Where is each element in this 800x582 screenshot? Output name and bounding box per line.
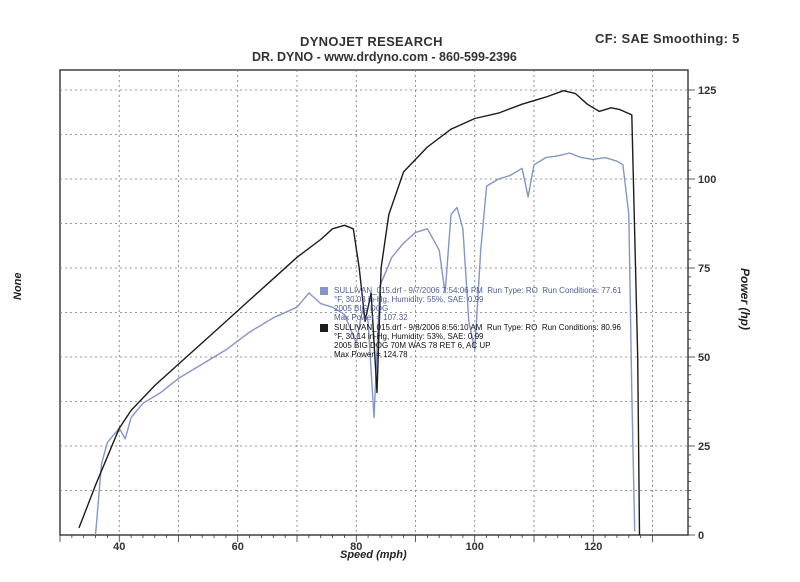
x-tick-label: 80: [350, 541, 362, 553]
chart-title: DYNOJET RESEARCH: [300, 34, 443, 49]
series-line-2: [94, 152, 636, 536]
y-tick-label: 75: [698, 263, 710, 275]
x-tick-label: 120: [584, 541, 602, 553]
x-tick-label: 40: [113, 541, 125, 553]
y-tick-label: 100: [698, 174, 716, 186]
x-tick-label: 100: [466, 541, 484, 553]
legend-line: °F, 30.03 in-Hg, Humidity: 55%, SAE: 0.9…: [334, 295, 484, 304]
correction-settings: CF: SAE Smoothing: 5: [595, 31, 740, 46]
legend-line: °F, 30.14 in-Hg, Humidity: 53%, SAE: 0.9…: [334, 332, 484, 341]
x-tick-label: 60: [232, 541, 244, 553]
legend-swatch-run-2: [320, 324, 328, 332]
x-axis-label: Speed (mph): [340, 549, 407, 561]
legend-entry-run-2: SULLIVAN_015.drf - 9/8/2006 8:56:10 AM R…: [320, 323, 621, 359]
legend-entry-run-1: SULLIVAN_015.drf - 9/7/2006 7:54:06 PM R…: [320, 286, 621, 322]
y-tick-label: 0: [698, 530, 704, 542]
legend-line: Max Power = 107.32: [334, 313, 408, 322]
legend-line: SULLIVAN_015.drf - 9/8/2006 8:56:10 AM R…: [334, 323, 621, 332]
legend-swatch-run-1: [320, 287, 328, 295]
chart-subtitle: DR. DYNO - www.drdyno.com - 860-599-2396: [252, 50, 517, 64]
y-tick-label: 25: [698, 441, 710, 453]
y-tick-label: 125: [698, 85, 716, 97]
legend-line: 2005 BIG DOG: [334, 304, 389, 313]
y-tick-label: 50: [698, 352, 710, 364]
legend-line: SULLIVAN_015.drf - 9/7/2006 7:54:06 PM R…: [334, 286, 622, 295]
series-line-1: [78, 89, 641, 536]
legend-line: 2005 BIG DOG 70M WAS 78 RET 6, AC UP: [334, 341, 491, 350]
plot-frame: [59, 69, 689, 536]
legend-line: Max Power = 124.78: [334, 350, 408, 359]
